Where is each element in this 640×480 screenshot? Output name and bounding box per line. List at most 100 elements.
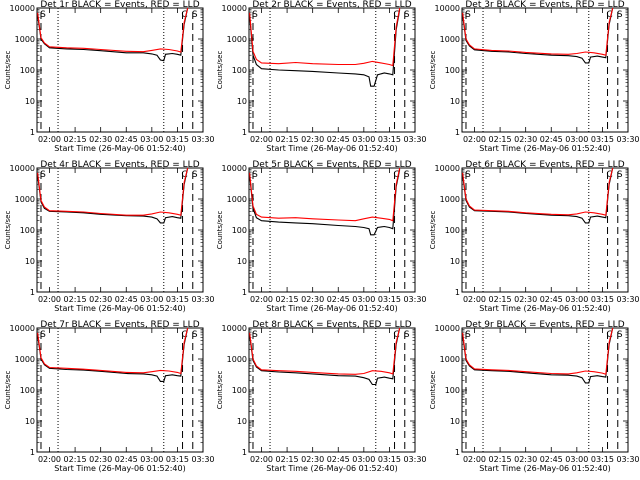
- plot-frame: [461, 327, 629, 453]
- top-marker-s: S: [192, 170, 198, 180]
- chart-title: Det 4r BLACK = Events, RED = LLD: [40, 160, 199, 170]
- chart-panel-det-3: Det 3r BLACK = Events, RED = LLD Counts/s…: [429, 0, 640, 153]
- y-tick-label: 1000: [227, 35, 247, 44]
- chart-panel-det-1: Det 1r BLACK = Events, RED = LLD Counts/s…: [4, 0, 215, 153]
- y-tick-label: 100: [20, 66, 35, 75]
- top-marker-c: C: [393, 170, 399, 180]
- events-series-line: [249, 9, 401, 87]
- y-tick-label: 1: [30, 288, 35, 297]
- x-tick-label: 02:45: [327, 295, 350, 304]
- x-tick-label: 02:30: [89, 135, 112, 144]
- x-tick-label: 02:15: [276, 455, 299, 464]
- x-tick-label: 02:15: [64, 135, 87, 144]
- x-tick-label: 02:15: [64, 455, 87, 464]
- events-series-line: [37, 327, 189, 382]
- y-tick-label: 100: [445, 66, 460, 75]
- x-tick-label: 03:15: [591, 295, 614, 304]
- x-tick-label: 02:45: [115, 295, 138, 304]
- events-series-line: [462, 327, 614, 384]
- x-tick-label: 02:45: [327, 135, 350, 144]
- x-tick-label: 03:00: [565, 455, 588, 464]
- x-tick-label: 03:30: [191, 135, 214, 144]
- x-tick-label: 03:30: [616, 135, 639, 144]
- y-tick-label: 10: [237, 257, 247, 266]
- y-tick-label: 1000: [440, 35, 460, 44]
- top-marker-s: S: [252, 330, 258, 340]
- top-marker-s: S: [192, 330, 198, 340]
- lld-series-line: [249, 7, 401, 67]
- y-tick-label: 1: [455, 128, 460, 137]
- y-tick-label: 1000: [15, 195, 35, 204]
- plot-frame: [461, 167, 629, 293]
- chart-title: Det 6r BLACK = Events, RED = LLD: [465, 160, 624, 170]
- top-marker-s: S: [617, 330, 623, 340]
- x-tick-label: 02:00: [250, 295, 273, 304]
- y-axis-label: Counts/sec: [4, 211, 12, 250]
- top-marker-s: S: [465, 330, 471, 340]
- chart-title: Det 9r BLACK = Events, RED = LLD: [465, 320, 624, 330]
- top-marker-s: S: [404, 170, 410, 180]
- x-axis-label: Start Time (26-May-06 01:52:40): [479, 304, 610, 313]
- chart-panel-det-7: Det 7r BLACK = Events, RED = LLD Counts/s…: [4, 320, 215, 473]
- y-axis-label: Counts/sec: [216, 51, 224, 90]
- plot-frame: [36, 7, 204, 133]
- y-tick-label: 10: [450, 97, 460, 106]
- y-tick-label: 100: [20, 386, 35, 395]
- x-tick-label: 02:00: [463, 455, 486, 464]
- x-tick-label: 02:00: [463, 295, 486, 304]
- x-tick-label: 02:15: [64, 295, 87, 304]
- events-series-line: [462, 167, 614, 224]
- x-tick-label: 02:30: [89, 455, 112, 464]
- y-axis-label: Counts/sec: [216, 371, 224, 410]
- x-tick-label: 03:15: [378, 135, 401, 144]
- x-tick-label: 03:00: [140, 455, 163, 464]
- x-tick-label: 03:15: [591, 455, 614, 464]
- x-tick-label: 03:15: [378, 455, 401, 464]
- lld-series-line: [37, 167, 189, 216]
- x-tick-label: 03:00: [352, 295, 375, 304]
- events-series-line: [37, 167, 189, 224]
- x-tick-label: 03:15: [166, 455, 189, 464]
- x-tick-label: 02:45: [115, 135, 138, 144]
- y-axis-label: Counts/sec: [216, 211, 224, 250]
- y-tick-label: 10: [237, 97, 247, 106]
- x-tick-label: 02:15: [276, 295, 299, 304]
- y-tick-label: 10000: [435, 4, 460, 13]
- plot-frame: [461, 7, 629, 133]
- lld-series-line: [249, 327, 401, 375]
- x-tick-label: 02:45: [540, 455, 563, 464]
- y-tick-label: 100: [445, 226, 460, 235]
- x-tick-label: 02:30: [514, 295, 537, 304]
- top-marker-s: S: [192, 10, 198, 20]
- chart-panel-det-9: Det 9r BLACK = Events, RED = LLD Counts/s…: [429, 320, 640, 473]
- top-marker-c: C: [606, 10, 612, 20]
- chart-panel-det-6: Det 6r BLACK = Events, RED = LLD Counts/s…: [429, 160, 640, 313]
- x-tick-label: 03:00: [140, 135, 163, 144]
- y-tick-label: 1: [30, 448, 35, 457]
- x-tick-label: 02:30: [301, 455, 324, 464]
- x-axis-label: Start Time (26-May-06 01:52:40): [54, 304, 185, 313]
- lld-series-line: [462, 167, 614, 216]
- y-tick-label: 100: [232, 226, 247, 235]
- x-tick-label: 02:15: [276, 135, 299, 144]
- x-tick-label: 02:00: [38, 455, 61, 464]
- y-tick-label: 1000: [440, 195, 460, 204]
- y-tick-label: 10: [237, 417, 247, 426]
- y-axis-label: Counts/sec: [429, 211, 437, 250]
- y-axis-label: Counts/sec: [4, 51, 12, 90]
- x-tick-label: 03:00: [565, 135, 588, 144]
- x-tick-label: 03:30: [403, 295, 426, 304]
- y-axis-label: Counts/sec: [429, 51, 437, 90]
- top-marker-s: S: [40, 330, 46, 340]
- lld-series-line: [37, 327, 189, 375]
- y-tick-label: 100: [20, 226, 35, 235]
- x-tick-label: 03:00: [565, 295, 588, 304]
- top-marker-c: C: [606, 170, 612, 180]
- x-tick-label: 02:00: [38, 135, 61, 144]
- top-marker-c: C: [181, 10, 187, 20]
- x-tick-label: 02:30: [301, 135, 324, 144]
- plot-frame: [248, 327, 416, 453]
- y-tick-label: 1: [242, 288, 247, 297]
- top-marker-s: S: [404, 10, 410, 20]
